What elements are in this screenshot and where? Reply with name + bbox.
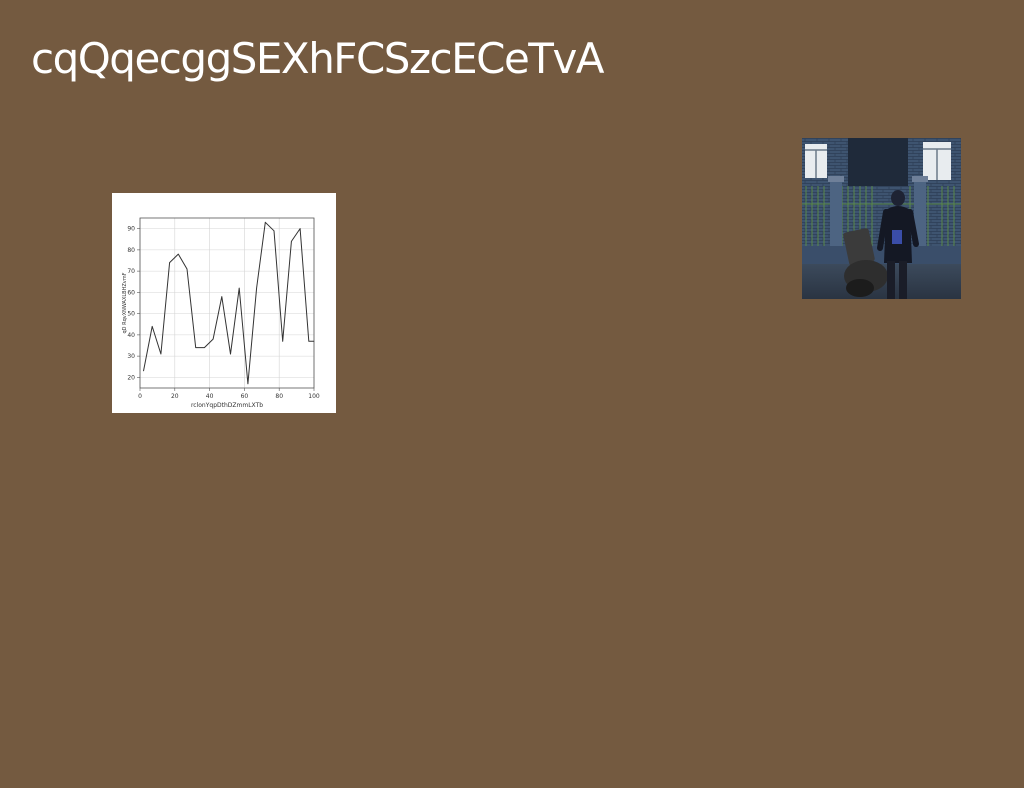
y-axis-label: qD RqvXNWAXLBHZvmF: [122, 272, 128, 333]
data-point: [212, 338, 214, 340]
left-pillar: [830, 180, 842, 258]
series-line: [143, 221, 314, 385]
data-point: [151, 326, 153, 327]
photo-illustration: [802, 138, 961, 299]
chart-ticks: 0 20 40 60 80 100 20 30 40 50 60 70 80 90: [127, 226, 320, 400]
data-point: [186, 268, 188, 270]
y-tick-label: 40: [127, 332, 135, 339]
y-tick-label: 50: [127, 311, 135, 318]
y-tick-label: 70: [127, 268, 135, 275]
data-point: [177, 253, 179, 255]
data-point: [282, 340, 283, 342]
chart-series: [143, 221, 315, 385]
photo-image: [802, 138, 961, 299]
x-tick-label: 20: [171, 393, 179, 400]
person: [877, 190, 919, 299]
line-chart-svg: 0 20 40 60 80 100 20 30 40 50 60 70 80 90 rclonYqpDth…: [122, 217, 320, 409]
y-tick-label: 80: [127, 247, 135, 254]
x-tick-label: 40: [206, 393, 214, 400]
y-tick-label: 20: [127, 374, 135, 381]
x-tick-label: 100: [308, 393, 320, 400]
data-point: [160, 353, 162, 355]
x-tick-label: 0: [138, 393, 142, 400]
data-point: [313, 340, 315, 342]
y-tick-label: 60: [127, 289, 135, 296]
plot-frame: [139, 217, 315, 389]
y-tick-label: 90: [127, 226, 135, 233]
data-point: [204, 347, 205, 348]
data-point: [221, 296, 223, 297]
data-point: [291, 241, 292, 242]
data-point: [143, 370, 144, 372]
data-point: [264, 221, 266, 223]
data-point: [299, 228, 301, 229]
x-axis-label: rclonYqpDthDZmmLXTb: [191, 402, 263, 409]
y-tick-label: 30: [127, 353, 135, 360]
data-point: [238, 287, 240, 289]
data-point: [256, 287, 257, 289]
line-chart: 0 20 40 60 80 100 20 30 40 50 60 70 80 90 rclonYqpDth…: [112, 193, 336, 413]
x-tick-label: 60: [241, 393, 249, 400]
motorcycle: [843, 228, 888, 297]
data-point: [195, 347, 196, 348]
data-point: [169, 262, 170, 263]
slide-title: cqQqecggSEXhFCSzcECeTvA: [31, 34, 605, 83]
data-point: [247, 383, 249, 385]
x-tick-label: 80: [275, 393, 283, 400]
data-point: [273, 230, 275, 232]
data-point: [230, 353, 231, 355]
data-point: [308, 340, 310, 342]
